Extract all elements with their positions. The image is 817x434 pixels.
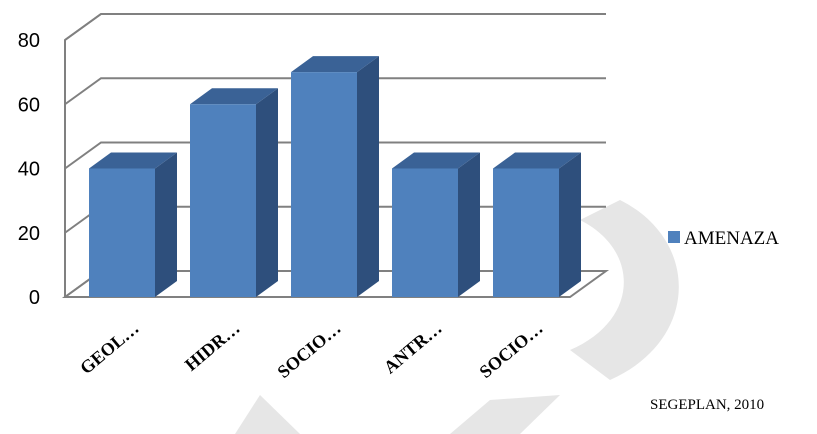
watermark	[235, 200, 679, 434]
x-category-label: SOCIO…	[475, 318, 546, 382]
gridline	[64, 77, 606, 106]
y-tick-label: 60	[18, 94, 40, 116]
x-category-label: ANTR…	[380, 318, 446, 378]
bar-2	[190, 88, 278, 297]
legend: AMENAZA	[668, 228, 779, 249]
y-tick-label: 20	[18, 223, 40, 245]
bar-top	[190, 88, 278, 105]
bars	[89, 56, 581, 297]
bar-top	[291, 56, 379, 73]
x-category-label: GEOL…	[76, 318, 142, 378]
legend-label-amenaza: AMENAZA	[684, 228, 779, 249]
gridline	[64, 141, 606, 170]
bar-side	[256, 88, 278, 297]
y-axis-ticks: 0 20 40 60 80	[18, 30, 40, 309]
bar-front	[190, 104, 256, 297]
legend-swatch	[668, 231, 680, 243]
bar-1	[89, 152, 177, 297]
bar-side	[458, 152, 480, 297]
x-axis-labels: GEOL… HIDR… SOCIO… ANTR… SOCIO…	[76, 318, 546, 382]
bar-4	[392, 152, 480, 297]
bar-front	[89, 168, 155, 297]
bar-5	[493, 152, 581, 297]
bar-front	[392, 168, 458, 297]
bar-3	[291, 56, 379, 297]
x-category-label: SOCIO…	[273, 318, 344, 382]
y-tick-label: 80	[18, 30, 40, 52]
bar-front	[493, 168, 559, 297]
bar-top	[493, 152, 581, 169]
x-category-label: HIDR…	[181, 318, 244, 375]
source-note: SEGEPLAN, 2010	[650, 397, 765, 413]
bar-top	[392, 152, 480, 169]
bar-side	[559, 152, 581, 297]
bar-top	[89, 152, 177, 169]
bar-front	[291, 72, 357, 297]
bar-side	[155, 152, 177, 297]
gridline	[64, 13, 606, 41]
bar-side	[357, 56, 379, 297]
y-tick-label: 40	[18, 159, 40, 181]
y-tick-label: 0	[29, 287, 40, 309]
